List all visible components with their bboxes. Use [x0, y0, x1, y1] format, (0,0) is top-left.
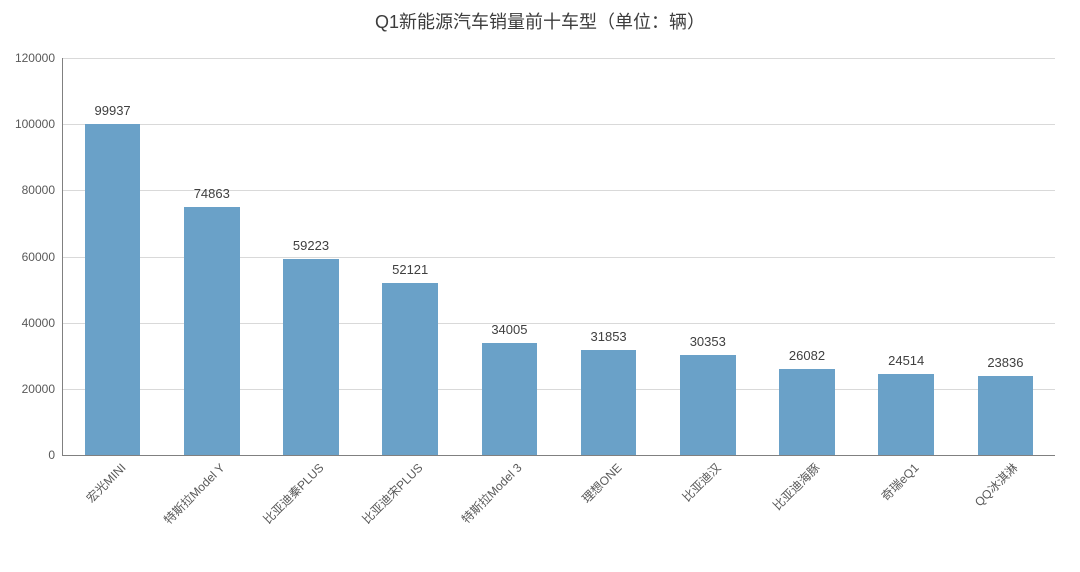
bar-value-label: 26082: [789, 348, 825, 363]
bar: [680, 355, 736, 455]
bar-value-label: 24514: [888, 353, 924, 368]
bar-slot: 23836QQ冰淇淋: [956, 58, 1055, 455]
bar-slot: 31853理想ONE: [559, 58, 658, 455]
y-tick-label: 40000: [22, 316, 63, 330]
bar-slot: 59223比亚迪秦PLUS: [261, 58, 360, 455]
x-tick-label: 特斯拉Model 3: [454, 455, 526, 527]
bar-value-label: 59223: [293, 238, 329, 253]
y-tick-label: 0: [48, 448, 63, 462]
bar-value-label: 74863: [194, 186, 230, 201]
bar: [184, 207, 240, 455]
bar: [482, 343, 538, 455]
x-tick-label: QQ冰淇淋: [967, 455, 1022, 510]
y-tick-label: 80000: [22, 183, 63, 197]
bar-value-label: 31853: [591, 329, 627, 344]
y-tick-label: 60000: [22, 250, 63, 264]
bar-slot: 24514奇瑞eQ1: [857, 58, 956, 455]
x-tick-label: 特斯拉Model Y: [155, 455, 228, 528]
bar-slot: 26082比亚迪海豚: [757, 58, 856, 455]
plot-area: 02000040000600008000010000012000099937宏光…: [62, 58, 1055, 456]
bar-value-label: 23836: [987, 355, 1023, 370]
x-tick-label: 宏光MINI: [78, 455, 129, 506]
bar: [878, 374, 934, 455]
x-tick-label: 比亚迪海豚: [765, 455, 824, 514]
chart-title: Q1新能源汽车销量前十车型（单位：辆）: [0, 8, 1080, 34]
x-tick-label: 奇瑞eQ1: [873, 455, 922, 504]
x-tick-label: 比亚迪汉: [674, 455, 724, 505]
bar: [85, 124, 141, 455]
chart-container: Q1新能源汽车销量前十车型（单位：辆） 02000040000600008000…: [0, 0, 1080, 572]
bar: [978, 376, 1034, 455]
x-tick-label: 理想ONE: [573, 455, 625, 507]
x-tick-label: 比亚迪秦PLUS: [255, 455, 327, 527]
bar-slot: 74863特斯拉Model Y: [162, 58, 261, 455]
bar-slot: 34005特斯拉Model 3: [460, 58, 559, 455]
bar-value-label: 30353: [690, 334, 726, 349]
y-tick-label: 120000: [15, 51, 63, 65]
bar: [283, 259, 339, 455]
bar-slot: 52121比亚迪宋PLUS: [361, 58, 460, 455]
bar: [382, 283, 438, 455]
y-tick-label: 100000: [15, 117, 63, 131]
y-tick-label: 20000: [22, 382, 63, 396]
bar: [581, 350, 637, 455]
x-tick-label: 比亚迪宋PLUS: [354, 455, 426, 527]
bar-value-label: 99937: [95, 103, 131, 118]
bar-value-label: 52121: [392, 262, 428, 277]
bar: [779, 369, 835, 455]
bar-slot: 30353比亚迪汉: [658, 58, 757, 455]
bar-value-label: 34005: [491, 322, 527, 337]
bar-slot: 99937宏光MINI: [63, 58, 162, 455]
